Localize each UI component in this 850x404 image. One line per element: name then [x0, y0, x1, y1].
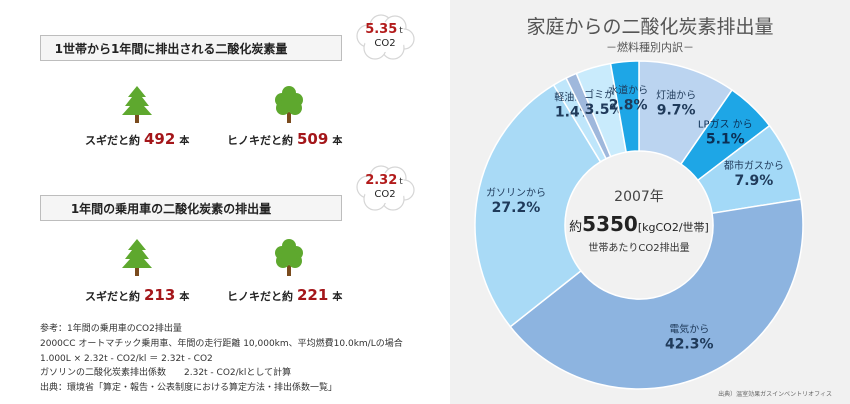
- slice-value-city-gas: 7.9%: [735, 173, 774, 189]
- slice-label-garbage: ゴミから: [584, 88, 624, 101]
- car-sugi-label: スギだと約 213 本: [85, 286, 190, 304]
- household-banner: 1世帯から1年間に排出される二酸化炭素量: [40, 35, 342, 61]
- sugi-tree-icon: [120, 238, 154, 282]
- slice-value-kerosene: 9.7%: [657, 103, 696, 119]
- slice-label-water-supply: 水道から: [608, 83, 648, 96]
- slice-value-water-supply: 2.8%: [609, 97, 648, 113]
- note-line: 2000CC オートマチック乗用車、年間の走行距離 10,000km、平均燃費1…: [40, 338, 403, 349]
- car-banner: 1年間の乗用車の二酸化炭素の排出量: [40, 195, 342, 221]
- cloud-icon: [356, 14, 415, 60]
- center-caption: 世帯あたりCO2排出量: [588, 241, 689, 254]
- reference-notes: 参考：1年間の乗用車のCO2排出量 2000CC オートマチック乗用車、年間の走…: [40, 322, 440, 396]
- chart-title: 家庭からの二酸化炭素排出量: [526, 16, 774, 38]
- left-panel: 1世帯から1年間に排出される二酸化炭素量 5.35 t CO2 スギだと約 492 本: [40, 14, 440, 396]
- slice-label-lpg: LPガス から: [698, 119, 753, 131]
- center-total: 約5350[kgCO2/世帯]: [569, 212, 709, 236]
- note-line: 1.000L × 2.32t - CO2/kl ＝ 2.32t - CO2: [40, 353, 213, 364]
- note-line: 出典：環境省「算定・報告・公表制度における算定方法・排出係数一覧」: [40, 383, 338, 394]
- car-co2-gas: CO2: [374, 189, 396, 200]
- slice-value-gasoline: 27.2%: [492, 200, 541, 216]
- chart-panel: 家庭からの二酸化炭素排出量 －燃料種別内訳－ 灯油から 9.7% LPガス から 5.…: [450, 0, 850, 404]
- note-line: ガソリンの二酸化炭素排出係数 2.32t - CO2/klとして計算: [40, 368, 292, 379]
- slice-water-supply: [609, 60, 640, 153]
- center-year: 2007年: [614, 189, 664, 205]
- chart-subtitle: －燃料種別内訳－: [606, 41, 694, 54]
- hinoki-tree-icon: [272, 85, 306, 129]
- slice-value-lpg: 5.1%: [706, 132, 745, 148]
- slice-value-electricity: 42.3%: [665, 336, 714, 352]
- sugi-tree-icon: [120, 85, 154, 129]
- slice-electricity: [509, 198, 804, 390]
- car-banner-text: 1年間の乗用車の二酸化炭素の排出量: [70, 202, 272, 216]
- slice-label-gasoline: ガソリンから: [486, 187, 546, 199]
- slice-label-kerosene: 灯油から: [656, 89, 696, 102]
- household-co2-cloud: 5.35 t CO2: [355, 14, 415, 62]
- chart-source: 出典）温室効果ガスインベントリオフィス: [718, 391, 832, 398]
- slice-label-city-gas: 都市ガスから: [724, 159, 784, 172]
- hinoki-tree-icon: [272, 238, 306, 282]
- household-hinoki-label: ヒノキだと約 509 本: [227, 130, 343, 148]
- slice-gasoline: [474, 83, 602, 328]
- slice-value-garbage: 3.5%: [585, 102, 624, 118]
- cloud-icon: [356, 165, 415, 211]
- household-co2-amount: 5.35 t: [365, 22, 403, 37]
- household-banner-text: 1世帯から1年間に排出される二酸化炭素量: [54, 42, 288, 56]
- car-co2-amount: 2.32 t: [365, 173, 403, 188]
- car-hinoki-label: ヒノキだと約 221 本: [227, 286, 343, 304]
- note-line: 参考：1年間の乗用車のCO2排出量: [40, 324, 182, 334]
- car-co2-cloud: 2.32 t CO2: [355, 165, 415, 213]
- household-co2-gas: CO2: [374, 38, 396, 49]
- household-sugi-label: スギだと約 492 本: [85, 130, 190, 148]
- slice-label-electricity: 電気から: [669, 322, 709, 335]
